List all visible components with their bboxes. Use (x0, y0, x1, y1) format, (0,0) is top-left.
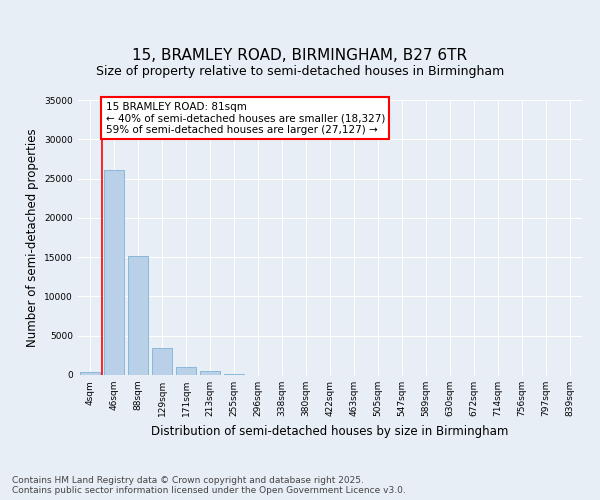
Bar (128, 256, 148, 375)
Bar (152, 348, 172, 375)
Bar (104, 170, 124, 375)
X-axis label: Distribution of semi-detached houses by size in Birmingham: Distribution of semi-detached houses by … (151, 424, 509, 438)
Text: 15 BRAMLEY ROAD: 81sqm
← 40% of semi-detached houses are smaller (18,327)
59% of: 15 BRAMLEY ROAD: 81sqm ← 40% of semi-det… (106, 102, 385, 135)
Bar (80, 372, 100, 375)
Bar (176, 367, 196, 375)
Text: Contains HM Land Registry data © Crown copyright and database right 2025.
Contai: Contains HM Land Registry data © Crown c… (12, 476, 406, 495)
Bar (224, 374, 244, 375)
Bar (200, 372, 220, 375)
Text: Size of property relative to semi-detached houses in Birmingham: Size of property relative to semi-detach… (96, 64, 504, 78)
Y-axis label: Number of semi-detached properties: Number of semi-detached properties (26, 128, 39, 347)
Text: 15, BRAMLEY ROAD, BIRMINGHAM, B27 6TR: 15, BRAMLEY ROAD, BIRMINGHAM, B27 6TR (133, 48, 467, 62)
